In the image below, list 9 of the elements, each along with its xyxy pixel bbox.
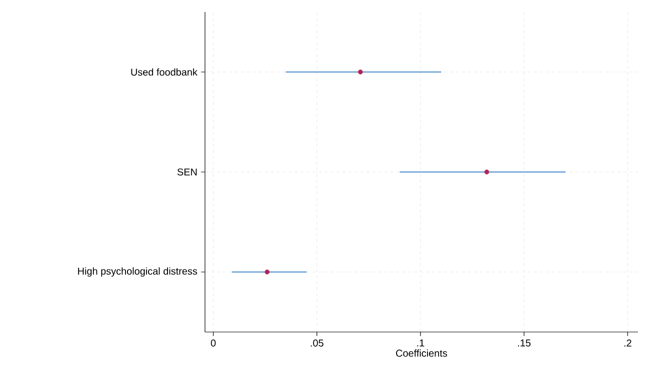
y-tick-label: Used foodbank bbox=[131, 68, 198, 76]
x-tick-label: .05 bbox=[310, 340, 324, 347]
x-tick-label: .1 bbox=[417, 340, 424, 346]
x-tick-label: .15 bbox=[518, 340, 531, 346]
y-tick-label: SEN bbox=[177, 168, 197, 176]
y-tick-label: High psychological distress bbox=[78, 267, 198, 277]
x-axis-title: Coefficients bbox=[396, 349, 448, 357]
x-tick-label: 0 bbox=[210, 340, 216, 347]
x-tick-label: .2 bbox=[624, 340, 632, 346]
